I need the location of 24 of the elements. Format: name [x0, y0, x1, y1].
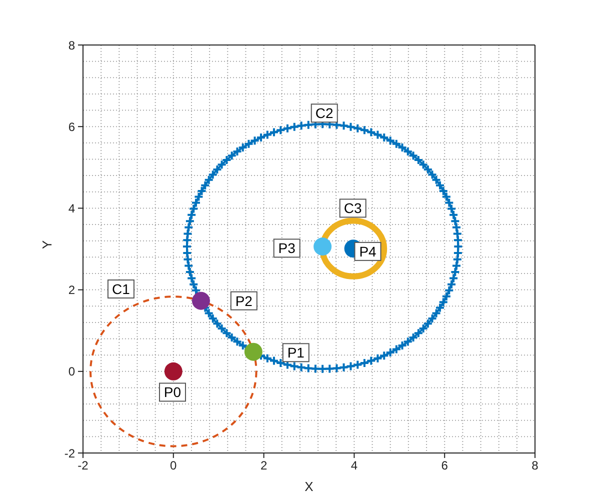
x-axis-title: X — [304, 479, 314, 494]
annotation: C3 — [344, 200, 362, 216]
point — [244, 342, 262, 361]
y-tick-label: 8 — [68, 38, 76, 52]
annotation: P2 — [235, 292, 253, 309]
x-tick-label: 8 — [532, 458, 539, 473]
x-tick-label: 4 — [350, 458, 358, 473]
point — [192, 292, 210, 310]
annotation: C1 — [112, 280, 130, 297]
y-tick-label: -2 — [64, 446, 76, 460]
y-tick-label: 0 — [68, 364, 76, 379]
y-tick-label: 2 — [68, 283, 76, 298]
annotation: C2 — [315, 105, 334, 122]
x-tick-label: 0 — [170, 458, 178, 473]
x-tick-label: 2 — [260, 458, 268, 473]
annotation: P0 — [164, 384, 182, 400]
annotation: P1 — [287, 344, 305, 361]
annotation: P4 — [359, 243, 377, 260]
y-tick-label: 6 — [68, 120, 76, 134]
annotation: P3 — [278, 240, 296, 256]
x-tick-label: -2 — [78, 458, 89, 473]
y-tick-label: 4 — [68, 201, 76, 216]
x-tick-label: 6 — [441, 458, 448, 473]
y-axis-title: Y — [40, 240, 55, 249]
